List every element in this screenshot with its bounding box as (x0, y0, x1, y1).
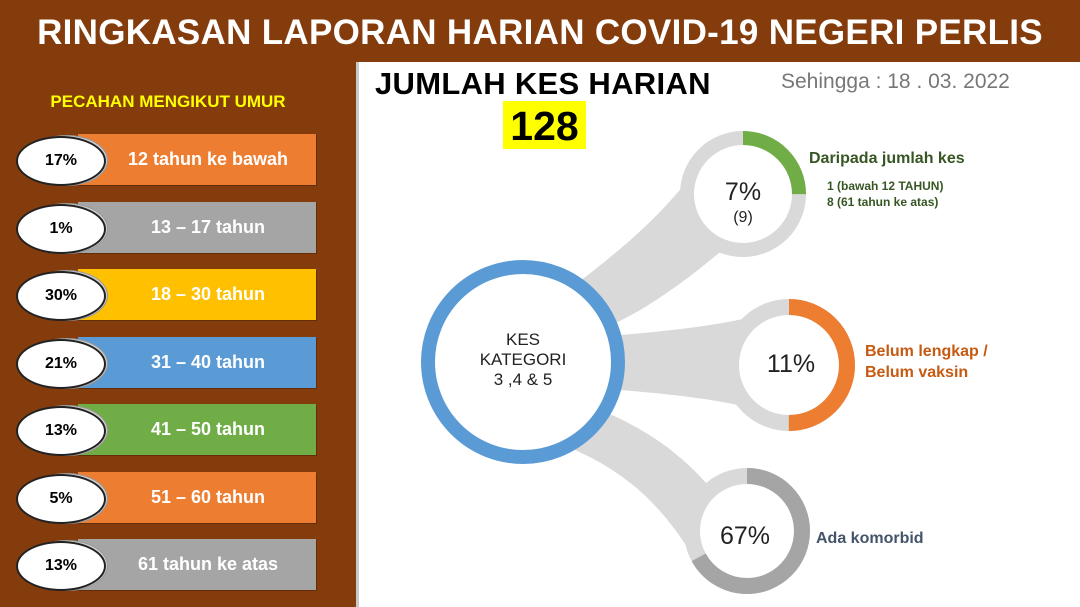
connector-bottom (575, 410, 720, 560)
center-ring (421, 260, 625, 464)
age-breakdown-title: PECAHAN MENGIKUT UMUR (50, 92, 286, 111)
daily-cases-title: JUMLAH KES HARIAN (375, 66, 711, 101)
ring-incomplete-count: (9) (733, 209, 753, 226)
ring1-note1: 1 (bawah 12 TAHUN) (827, 179, 944, 193)
age-bar: 61 tahun ke atas (78, 539, 316, 590)
ring-progress (684, 468, 810, 594)
age-row: 31 – 40 tahun 21% (0, 337, 330, 389)
ring-progress (680, 131, 806, 257)
daily-cases-count: 128 (503, 101, 586, 149)
header-bar: RINGKASAN LAPORAN HARIAN COVID-19 NEGERI… (0, 0, 1080, 62)
ring-progress (723, 299, 855, 431)
age-bar: 13 – 17 tahun (78, 202, 316, 253)
age-bar: 41 – 50 tahun (78, 404, 316, 455)
age-group-label: 61 tahun ke atas (137, 554, 279, 574)
age-percent: 30% (16, 271, 106, 321)
center-label: KES KATEGORI 3 ,4 & 5 (468, 330, 578, 390)
age-bar: 12 tahun ke bawah (78, 134, 316, 185)
age-row: 18 – 30 tahun 30% (0, 269, 330, 321)
age-row: 61 tahun ke atas 13% (0, 539, 330, 591)
ring-unvaccinated-percent: 11% (766, 350, 816, 378)
age-percent: 13% (16, 406, 106, 456)
ring3-label: Ada komorbid (816, 530, 924, 547)
center-label-line3: 3 ,4 & 5 (493, 370, 553, 389)
age-group-label: 41 – 50 tahun (150, 419, 266, 439)
ring-incomplete-percent: 7% (724, 178, 762, 206)
age-row: 13 – 17 tahun 1% (0, 202, 330, 254)
age-percent: 21% (16, 339, 106, 389)
age-bar: 51 – 60 tahun (78, 472, 316, 523)
center-label-line1: KES (505, 330, 541, 349)
age-bar: 18 – 30 tahun (78, 269, 316, 320)
age-percent: 1% (16, 204, 106, 254)
ring2-label-line2: Belum vaksin (865, 364, 969, 381)
age-group-label: 12 tahun ke bawah (127, 149, 289, 169)
connector-middle (620, 315, 760, 410)
ring-comorbid-percent: 67% (719, 522, 771, 550)
age-row: 51 – 60 tahun 5% (0, 472, 330, 524)
age-bar: 31 – 40 tahun (78, 337, 316, 388)
ring1-note2: 8 (61 tahun ke atas) (827, 195, 939, 209)
report-date: Sehingga : 18 . 03. 2022 (781, 70, 1010, 93)
age-percent: 5% (16, 474, 106, 524)
center-label-line2: KATEGORI (479, 350, 567, 369)
age-percent: 17% (16, 136, 106, 186)
panel-divider (356, 62, 359, 607)
page-title: RINGKASAN LAPORAN HARIAN COVID-19 NEGERI… (37, 13, 1043, 52)
age-group-label: 31 – 40 tahun (150, 352, 266, 372)
ring1-label: Daripada jumlah kes (809, 150, 965, 167)
age-row: 12 tahun ke bawah 17% (0, 134, 330, 186)
age-group-label: 13 – 17 tahun (150, 217, 266, 237)
ring2-label: Belum lengkap / Belum vaksin (865, 341, 988, 383)
age-row: 41 – 50 tahun 13% (0, 404, 330, 456)
age-percent: 13% (16, 541, 106, 591)
age-group-label: 51 – 60 tahun (150, 487, 266, 507)
ring2-label-line1: Belum lengkap / (865, 343, 988, 360)
age-group-label: 18 – 30 tahun (150, 284, 266, 304)
